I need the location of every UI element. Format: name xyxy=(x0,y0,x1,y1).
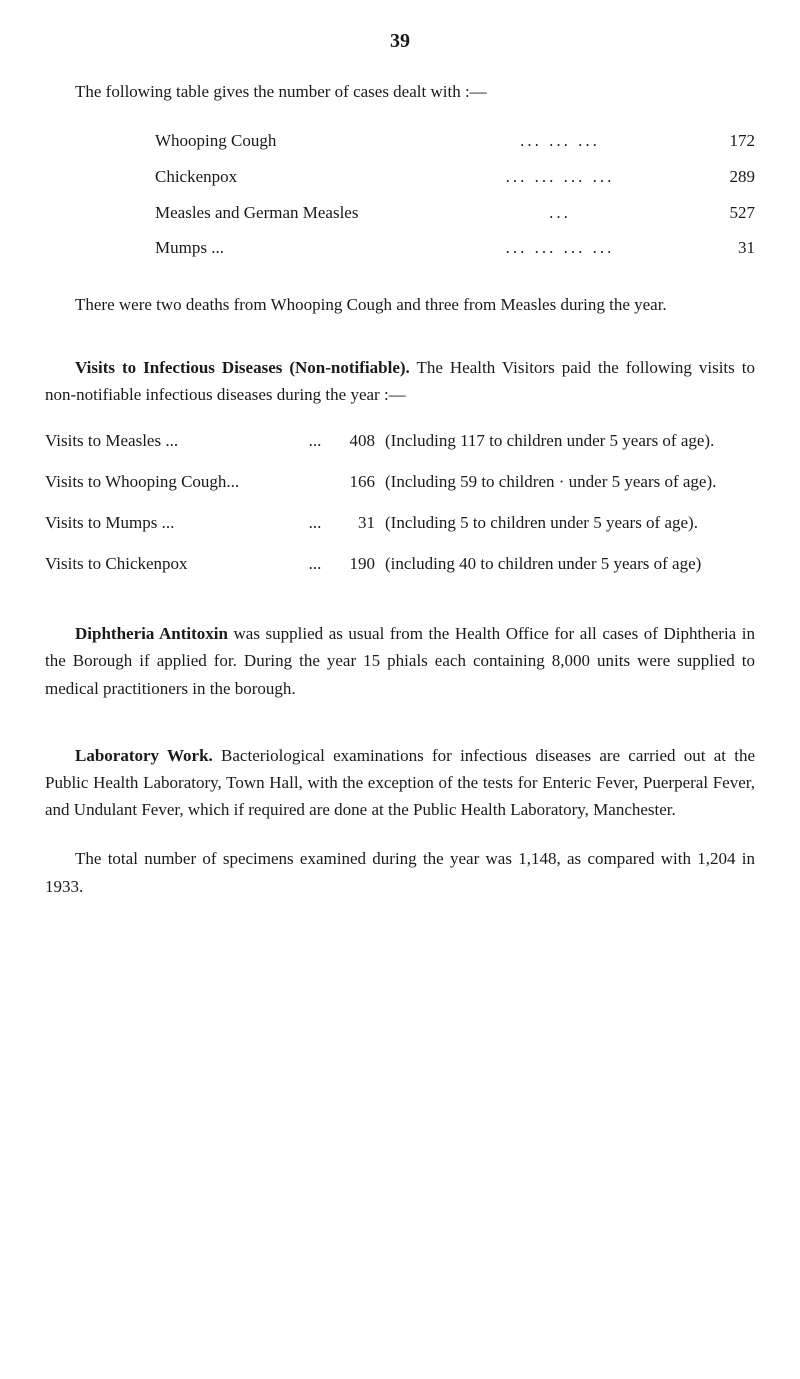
table-row: Chickenpox ... ... ... ... 289 xyxy=(155,159,755,195)
list-item: Visits to Mumps ... ... 31 (Including 5 … xyxy=(45,509,755,536)
diphtheria-heading-bold: Diphtheria Antitoxin xyxy=(75,624,228,643)
table-row: Measles and German Measles ... 527 xyxy=(155,195,755,231)
list-item: Visits to Measles ... ... 408 (Including… xyxy=(45,427,755,454)
diphtheria-paragraph: Diphtheria Antitoxin was supplied as usu… xyxy=(45,620,755,702)
case-value: 289 xyxy=(685,159,755,195)
deaths-paragraph: There were two deaths from Whooping Coug… xyxy=(45,291,755,318)
laboratory-paragraph: Laboratory Work. Bacteriological examina… xyxy=(45,742,755,824)
diphtheria-section: Diphtheria Antitoxin was supplied as usu… xyxy=(45,620,755,702)
table-row: Mumps ... ... ... ... ... 31 xyxy=(155,230,755,266)
case-label: Chickenpox xyxy=(155,159,435,195)
visit-note: (Including 59 to children · under 5 year… xyxy=(385,468,755,495)
case-value: 172 xyxy=(685,123,755,159)
visit-label: Visits to Mumps ... xyxy=(45,509,295,536)
visit-label: Visits to Measles ... xyxy=(45,427,295,454)
dots: ... ... ... ... xyxy=(435,230,685,266)
visits-heading-bold: Visits to Infectious Diseases (Non-notif… xyxy=(75,358,410,377)
cases-table: Whooping Cough ... ... ... 172 Chickenpo… xyxy=(155,123,755,266)
dots: ... xyxy=(295,427,335,454)
dots: ... ... ... xyxy=(435,123,685,159)
laboratory-section: Laboratory Work. Bacteriological examina… xyxy=(45,742,755,824)
laboratory-heading-bold: Laboratory Work. xyxy=(75,746,213,765)
case-value: 527 xyxy=(685,195,755,231)
case-label: Mumps ... xyxy=(155,230,435,266)
visit-count: 31 xyxy=(335,509,385,536)
dots: ... xyxy=(295,550,335,577)
case-label: Whooping Cough xyxy=(155,123,435,159)
intro-text: The following table gives the number of … xyxy=(45,78,755,105)
visit-label: Visits to Chickenpox xyxy=(45,550,295,577)
visit-count: 408 xyxy=(335,427,385,454)
page-number: 39 xyxy=(45,30,755,53)
visit-count: 166 xyxy=(335,468,385,495)
case-label: Measles and German Measles xyxy=(155,195,435,231)
visit-note: (Including 117 to children under 5 years… xyxy=(385,427,755,454)
visits-section: Visits to Infectious Diseases (Non-notif… xyxy=(45,354,755,577)
dots: ... xyxy=(295,509,335,536)
visit-label: Visits to Whooping Cough... xyxy=(45,468,295,495)
visits-heading: Visits to Infectious Diseases (Non-notif… xyxy=(45,354,755,408)
list-item: Visits to Chickenpox ... 190 (including … xyxy=(45,550,755,577)
visit-note: (Including 5 to children under 5 years o… xyxy=(385,509,755,536)
table-row: Whooping Cough ... ... ... 172 xyxy=(155,123,755,159)
case-value: 31 xyxy=(685,230,755,266)
visits-list: Visits to Measles ... ... 408 (Including… xyxy=(45,427,755,578)
visit-count: 190 xyxy=(335,550,385,577)
dots: ... xyxy=(435,195,685,231)
final-paragraph: The total number of specimens examined d… xyxy=(45,845,755,899)
dots: ... ... ... ... xyxy=(435,159,685,195)
visit-note: (including 40 to children under 5 years … xyxy=(385,550,755,577)
list-item: Visits to Whooping Cough... 166 (Includi… xyxy=(45,468,755,495)
